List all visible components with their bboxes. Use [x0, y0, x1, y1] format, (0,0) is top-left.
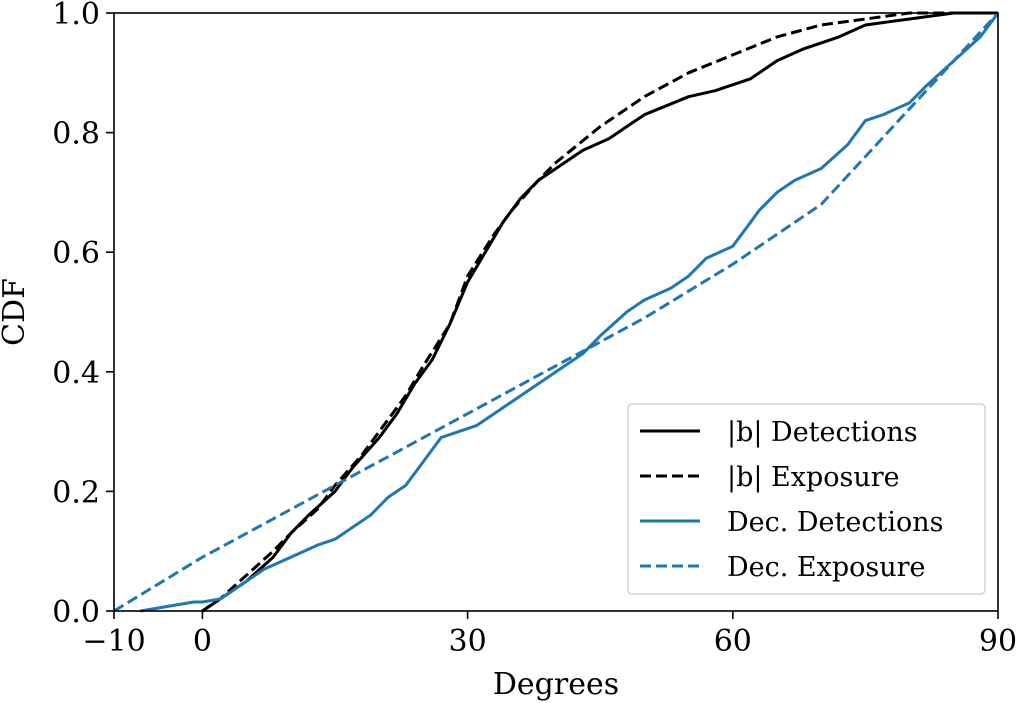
- x-tick-label: 0: [193, 624, 212, 659]
- series-line-dec-detections: [140, 12, 1000, 613]
- legend: |b| Detections |b| Exposure Dec. Detection…: [627, 403, 986, 595]
- x-tick-label: −10: [82, 624, 145, 659]
- x-axis-label: Degrees: [493, 667, 619, 702]
- y-tick-label: 0.0: [52, 595, 100, 630]
- series-line-b-detections: [201, 11, 998, 613]
- series-line-dec-exposure: [113, 11, 1000, 613]
- y-tick-label: 0.2: [52, 475, 100, 510]
- x-axis: −10 0 30 60 90: [82, 611, 1017, 659]
- x-tick-label: 30: [449, 624, 487, 659]
- y-tick-label: 0.4: [52, 356, 100, 391]
- legend-label-dec-exposure: Dec. Exposure: [727, 552, 926, 583]
- y-tick-label: 0.8: [52, 117, 100, 152]
- x-tick-label: 60: [714, 624, 752, 659]
- y-tick-label: 1.0: [52, 0, 100, 32]
- legend-label-b-detections: |b| Detections: [727, 417, 918, 448]
- y-tick-label: 0.6: [52, 236, 100, 271]
- series-layer: [113, 11, 1000, 613]
- legend-label-dec-detections: Dec. Detections: [727, 507, 943, 538]
- y-axis: 0.0 0.2 0.4 0.6 0.8 1.0: [52, 0, 114, 630]
- legend-label-b-exposure: |b| Exposure: [727, 462, 900, 493]
- y-axis-label: CDF: [0, 278, 32, 346]
- plot-frame: [113, 12, 999, 612]
- x-tick-label: 90: [979, 624, 1017, 659]
- legend-frame: [627, 403, 986, 595]
- series-line-b-exposure: [201, 11, 998, 613]
- legend-items: |b| Detections |b| Exposure Dec. Detection…: [640, 417, 943, 583]
